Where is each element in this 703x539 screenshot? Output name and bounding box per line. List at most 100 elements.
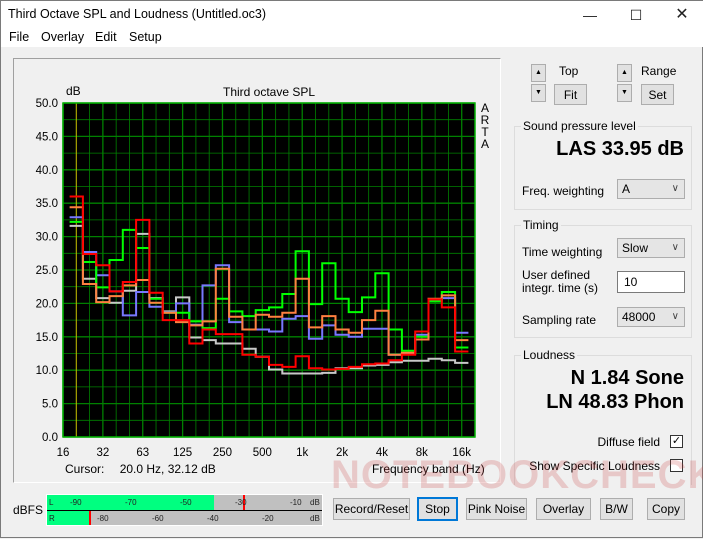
sampling-rate-label: Sampling rate	[522, 313, 597, 327]
meter-tick: dB	[310, 514, 320, 523]
loudness-group-label: Loudness	[521, 348, 578, 362]
cursor-readout: Cursor: 20.0 Hz, 32.12 dB	[65, 462, 216, 476]
y-tick-label: 40.0	[36, 165, 58, 177]
plot-border	[62, 102, 476, 438]
pink-noise-button[interactable]: Pink Noise	[466, 498, 527, 520]
fit-button[interactable]: Fit	[554, 84, 587, 105]
level-meter: L R -90 -70 -50 -30 -10 dB -80 -60 -40 -…	[46, 494, 323, 526]
loudness-ln-reading: LN 48.83 Phon	[546, 391, 684, 413]
y-tick-label: 35.0	[36, 198, 58, 210]
meter-tick: -20	[262, 514, 274, 523]
top-up-button[interactable]: ▲	[531, 64, 546, 82]
y-tick-label: 10.0	[36, 365, 58, 377]
y-axis-unit: dB	[66, 84, 81, 98]
meter-tick: -30	[235, 498, 247, 507]
timing-group-label: Timing	[521, 218, 561, 232]
left-channel-label: L	[49, 498, 54, 507]
menu-edit[interactable]: Edit	[95, 30, 117, 44]
maximize-icon[interactable]: ☐	[629, 7, 643, 23]
range-label: Range	[641, 64, 677, 78]
meter-tick: -10	[290, 498, 302, 507]
x-tick-label: 32	[96, 447, 109, 459]
freq-weighting-select[interactable]: A ∨	[617, 179, 685, 199]
x-tick-label: 2k	[336, 447, 348, 459]
meter-tick: -90	[70, 498, 82, 507]
meter-tick: -50	[180, 498, 192, 507]
show-specific-loudness-checkbox[interactable]	[670, 459, 683, 472]
diffuse-field-label: Diffuse field	[597, 435, 660, 449]
chevron-down-icon: ∨	[671, 242, 679, 253]
cursor-value: 20.0 Hz, 32.12 dB	[119, 462, 216, 476]
y-tick-label: 50.0	[36, 98, 58, 110]
record-reset-button[interactable]: Record/Reset	[333, 498, 410, 520]
x-tick-label: 4k	[376, 447, 388, 459]
sampling-rate-value: 48000	[622, 310, 656, 324]
meter-tick: -70	[125, 498, 137, 507]
arta-letter: A	[480, 137, 489, 151]
right-channel-label: R	[49, 514, 55, 523]
x-tick-label: 8k	[416, 447, 428, 459]
arta-letter: A	[480, 101, 489, 115]
freq-weighting-value: A	[622, 182, 631, 196]
integr-time-input[interactable]: 10	[617, 271, 685, 293]
menu-overlay[interactable]: Overlay	[41, 30, 85, 44]
arta-letter: T	[481, 125, 489, 139]
y-tick-label: 5.0	[42, 399, 58, 411]
meter-tick: -40	[207, 514, 219, 523]
right-peak-marker	[89, 511, 91, 525]
right-level-fill	[47, 511, 89, 525]
integr-time-label-line1: User defined	[522, 268, 591, 282]
close-icon[interactable]: ✕	[675, 6, 689, 23]
x-tick-label: 63	[136, 447, 149, 459]
top-label: Top	[559, 64, 579, 78]
meter-divider	[47, 510, 322, 511]
x-tick-label: 125	[173, 447, 192, 459]
range-down-button[interactable]: ▼	[617, 84, 632, 102]
y-tick-label: 25.0	[36, 265, 58, 277]
axis-labels: 0.0 5.0 10.0 15.0 20.0 25.0 30.0 35.0 40.0 45.0 50…	[36, 98, 472, 459]
integr-time-label-line2: integr. time (s)	[522, 281, 599, 295]
minimize-icon[interactable]: —	[583, 7, 597, 23]
series-group	[69, 195, 469, 375]
x-tick-label: 16	[57, 447, 70, 459]
time-weighting-value: Slow	[622, 241, 649, 255]
menu-bar: File Overlay Edit Setup	[1, 29, 703, 47]
time-weighting-label: Time weighting	[522, 245, 603, 259]
chart-title: Third octave SPL	[223, 85, 316, 99]
diffuse-field-checkbox[interactable]: ✓	[670, 435, 683, 448]
x-tick-label: 500	[253, 447, 272, 459]
integr-time-label: User defined integr. time (s)	[522, 269, 598, 295]
y-tick-label: 0.0	[42, 432, 58, 444]
range-up-button[interactable]: ▲	[617, 64, 632, 82]
x-tick-label: 250	[213, 447, 232, 459]
sampling-rate-select[interactable]: 48000 ∨	[617, 307, 685, 327]
menu-file[interactable]: File	[9, 30, 30, 44]
meter-tick: -60	[152, 514, 164, 523]
arta-letter: R	[480, 113, 490, 127]
meter-tick: -80	[97, 514, 109, 523]
stop-button[interactable]: Stop	[417, 497, 458, 521]
chevron-down-icon: ∨	[671, 183, 679, 194]
timing-group: Timing	[514, 218, 692, 338]
menu-setup[interactable]: Setup	[129, 30, 162, 44]
x-axis-title: Frequency band (Hz)	[372, 462, 485, 476]
x-tick-label: 1k	[296, 447, 308, 459]
left-level-fill	[47, 495, 214, 510]
copy-button[interactable]: Copy	[647, 498, 685, 520]
freq-weighting-label: Freq. weighting	[522, 184, 605, 198]
top-down-button[interactable]: ▼	[531, 84, 546, 102]
bw-button[interactable]: B/W	[600, 498, 633, 520]
set-button[interactable]: Set	[641, 84, 674, 105]
meter-tick: dB	[310, 498, 320, 507]
spl-reading: LAS 33.95 dB	[556, 138, 684, 160]
show-specific-loudness-label: Show Specific Loudness	[529, 459, 660, 473]
y-tick-label: 30.0	[36, 232, 58, 244]
overlay-button[interactable]: Overlay	[536, 498, 591, 520]
spl-group: Sound pressure level	[514, 119, 692, 210]
time-weighting-select[interactable]: Slow ∨	[617, 238, 685, 258]
y-tick-label: 45.0	[36, 131, 58, 143]
window-title: Third Octave SPL and Loudness (Untitled.…	[8, 7, 267, 21]
loudness-n-reading: N 1.84 Sone	[570, 367, 684, 389]
